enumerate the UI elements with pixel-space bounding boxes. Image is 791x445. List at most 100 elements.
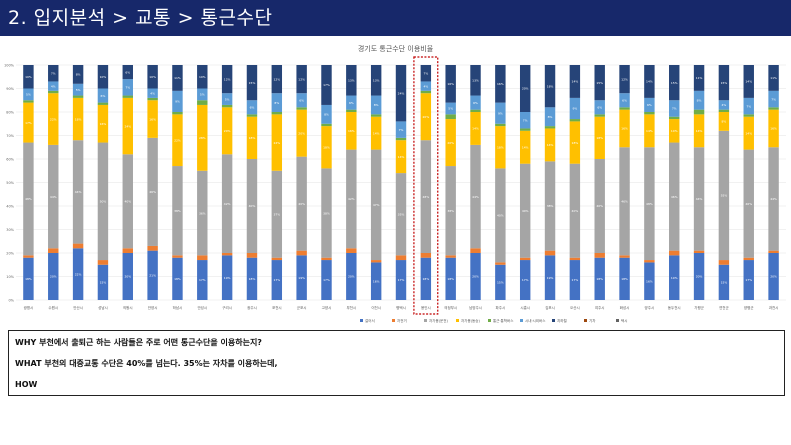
- bar-segment: [147, 100, 158, 138]
- bar-segment: [122, 248, 133, 253]
- bar-segment: [395, 65, 407, 122]
- chart-title: 경기도 통근수단 이용비율: [357, 45, 434, 53]
- bar-segment: [296, 250, 307, 256]
- data-label: 40%: [572, 209, 579, 213]
- data-label: 8%: [76, 73, 81, 77]
- bar-segment: [197, 170, 208, 256]
- bar-segment: [693, 253, 705, 300]
- bar-segment: [72, 95, 84, 98]
- bar-segment: [370, 260, 382, 263]
- data-label: 18%: [323, 145, 330, 149]
- data-label: 20%: [472, 275, 479, 279]
- x-tick-label: 양평군: [744, 305, 754, 310]
- bar-segment: [346, 248, 357, 253]
- note-what: WHAT 부천의 대중교통 수단은 40%를 넘는다. 35%는 자차를 이용하…: [15, 359, 278, 368]
- x-tick-label: 수원시: [48, 305, 58, 310]
- bar-segment: [271, 65, 283, 94]
- bar-segment: [470, 112, 481, 145]
- data-label: 18%: [75, 117, 82, 121]
- data-label: 6%: [622, 98, 627, 102]
- data-label: 14%: [745, 80, 752, 84]
- bar-segment: [172, 90, 183, 112]
- bar-segment: [768, 90, 779, 108]
- bar-segment: [370, 262, 382, 300]
- bar-segment: [97, 65, 109, 89]
- bar-segment: [470, 144, 481, 249]
- note-why: WHY 부천에서 출퇴근 하는 사람들은 주로 어떤 통근수단을 이용하는지?: [15, 338, 262, 347]
- bar-segment: [569, 119, 581, 122]
- data-label: 15%: [721, 81, 728, 85]
- y-tick-label: 30%: [6, 228, 14, 232]
- bar-segment: [296, 107, 307, 110]
- data-label: 20%: [124, 275, 131, 279]
- y-tick-label: 60%: [6, 158, 14, 162]
- data-label: 6%: [299, 98, 304, 102]
- legend-swatch: [584, 319, 587, 322]
- data-label: 42%: [224, 202, 231, 206]
- bar-segment: [495, 264, 506, 300]
- bar-segment: [395, 260, 407, 300]
- data-label: 40%: [249, 204, 256, 208]
- bar-segment: [172, 114, 183, 167]
- bar-segment: [346, 253, 357, 300]
- bar-segment: [495, 102, 506, 124]
- data-label: 24%: [398, 91, 405, 95]
- bar-segment: [271, 93, 283, 112]
- bar-segment: [768, 253, 779, 300]
- data-label: 12%: [273, 77, 280, 81]
- bar-segment: [644, 114, 655, 148]
- data-label: 44%: [50, 195, 57, 199]
- bar-segment: [669, 119, 680, 143]
- legend-label: 통근·통학버스: [493, 318, 514, 323]
- bar-segment: [644, 112, 655, 115]
- stacked-bar-chart: 0% 10% 20% 30% 40% 50% 60% 70% 80% 90% 100% 18% 48% 1…: [4, 56, 786, 323]
- bar-segment: [495, 262, 506, 265]
- data-label: 38%: [447, 209, 454, 213]
- data-label: 20%: [522, 87, 529, 91]
- data-label: 15%: [671, 81, 678, 85]
- x-tick-label: 고양시: [322, 305, 332, 310]
- bar-segment: [197, 88, 208, 101]
- data-label: 44%: [696, 197, 703, 201]
- data-label: 46%: [671, 195, 678, 199]
- legend-label: 자가용(운전): [429, 318, 448, 323]
- data-label: 11%: [770, 76, 777, 80]
- bar-segment: [519, 257, 531, 261]
- bar-segment: [420, 90, 432, 94]
- data-label: 10%: [199, 75, 206, 79]
- data-label: 7%: [771, 97, 776, 101]
- bar-segment: [23, 100, 34, 103]
- data-label: 6%: [473, 101, 478, 105]
- bar-segment: [470, 253, 481, 300]
- bar-segment: [197, 100, 208, 105]
- bar-segment: [718, 264, 730, 300]
- data-label: 17%: [323, 278, 330, 282]
- data-label: 46%: [621, 200, 628, 204]
- data-label: 6%: [125, 70, 130, 74]
- bar-segment: [246, 114, 258, 117]
- data-label: 17%: [25, 121, 32, 125]
- bar-segment: [172, 257, 183, 300]
- data-label: 15%: [497, 281, 504, 285]
- notes-box: WHY 부천에서 출퇴근 하는 사람들은 주로 어떤 통근수단을 이용하는지? …: [8, 330, 785, 396]
- legend-label: 자전거: [397, 318, 407, 323]
- bar-segment: [544, 65, 556, 108]
- data-label: 15%: [721, 281, 728, 285]
- bar-segment: [544, 128, 556, 162]
- data-label: 10%: [149, 75, 156, 79]
- data-label: 24%: [124, 124, 131, 128]
- bar-segment: [147, 88, 158, 98]
- bar-segment: [495, 168, 506, 263]
- bar-segment: [221, 154, 233, 253]
- bar-segment: [470, 109, 481, 112]
- data-label: 7%: [672, 107, 677, 111]
- data-label: 10%: [25, 75, 32, 79]
- bar-segment: [569, 97, 581, 120]
- bar-segment: [172, 166, 183, 256]
- bar-segment: [693, 114, 705, 148]
- x-tick-label: 구리시: [222, 305, 232, 310]
- bar-segment: [768, 65, 779, 91]
- data-label: 7%: [523, 118, 528, 122]
- bar-segment: [23, 255, 34, 258]
- bar-segment: [72, 243, 84, 249]
